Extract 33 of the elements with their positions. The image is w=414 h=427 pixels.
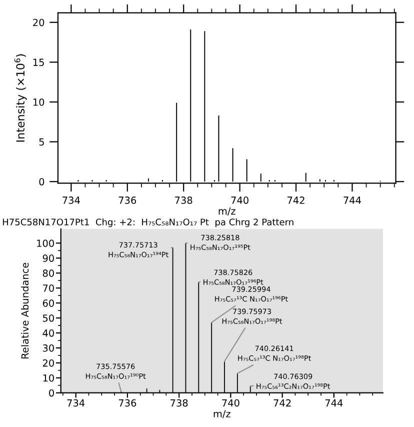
- y-tick-label: 90: [42, 254, 54, 262]
- y-tick-label: 30: [42, 344, 54, 352]
- x-tick-label: 734: [62, 196, 80, 204]
- x-tick-label: 734: [67, 399, 85, 407]
- y-tick-label: 20: [42, 359, 54, 367]
- y-tick-label: 100: [37, 240, 54, 247]
- y-tick-label: 5: [39, 138, 44, 146]
- y-tick-label: 20: [33, 18, 44, 26]
- x-axis-title: m/z: [214, 410, 230, 418]
- y-axis-title: Intensity (×10$^{6}$): [14, 54, 27, 142]
- x-tick-label: 740: [222, 399, 240, 407]
- x-tick-label: 744: [325, 399, 343, 406]
- y-tick-label: 70: [43, 284, 54, 292]
- x-tick-label: 736: [118, 399, 136, 407]
- x-tick-label: 738: [175, 196, 192, 204]
- x-axis-title: m/z: [218, 207, 236, 216]
- y-tick-label: 50: [42, 314, 54, 322]
- y-tick-label: 0: [39, 178, 44, 186]
- y-tick-label: 10: [33, 98, 44, 106]
- y-tick-label: 80: [42, 270, 54, 277]
- x-tick-label: 742: [274, 399, 291, 406]
- y-tick-label: 0: [49, 389, 54, 397]
- chart-title: H75C58N17O17Pt1 Chg: +2: H₇₅C₅₈N₁₇O₁₇ Pt pa Chrg 2 Pattern: [2, 218, 294, 228]
- x-tick-label: 736: [118, 196, 136, 204]
- y-axis-title: Relative Abundance: [21, 262, 29, 358]
- y-tick-label: 40: [42, 329, 54, 337]
- x-tick-label: 742: [288, 196, 304, 204]
- y-tick-label: 15: [33, 58, 44, 66]
- y-tick-label: 10: [43, 374, 54, 382]
- x-tick-label: 738: [170, 399, 188, 407]
- x-tick-label: 744: [344, 196, 361, 204]
- x-tick-label: 740: [231, 196, 248, 204]
- y-tick-label: 60: [42, 299, 54, 307]
